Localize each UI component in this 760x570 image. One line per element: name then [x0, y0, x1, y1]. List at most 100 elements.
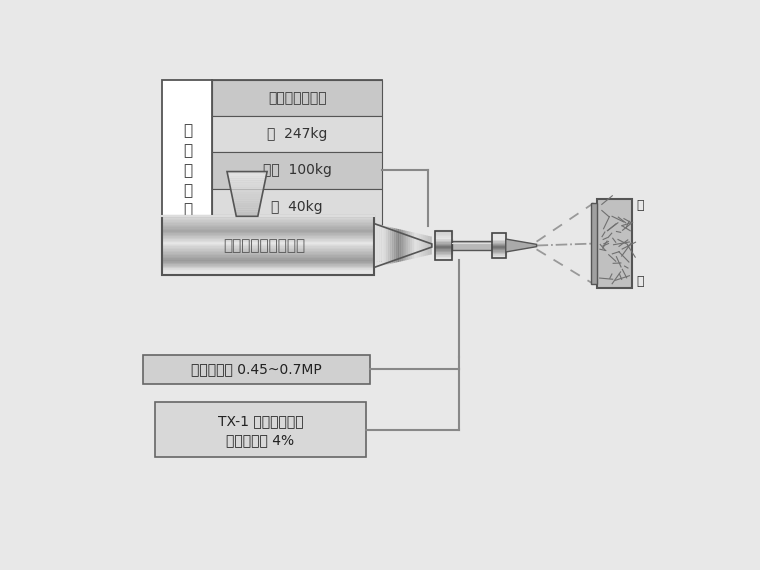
- Bar: [597, 200, 632, 288]
- Bar: [163, 242, 374, 244]
- Bar: [492, 248, 505, 250]
- Polygon shape: [385, 226, 388, 265]
- Bar: [163, 261, 374, 263]
- Bar: [435, 233, 452, 235]
- Polygon shape: [418, 234, 420, 257]
- Polygon shape: [420, 234, 423, 257]
- Text: 湿喷式混凝土喷射机: 湿喷式混凝土喷射机: [223, 238, 306, 253]
- Bar: [492, 251, 505, 253]
- Bar: [163, 216, 374, 275]
- Bar: [435, 253, 452, 254]
- Text: TX-1 型液体速凝剂: TX-1 型液体速凝剂: [217, 414, 303, 428]
- Polygon shape: [424, 235, 426, 256]
- Polygon shape: [229, 181, 265, 183]
- Bar: [435, 236, 452, 238]
- Bar: [163, 238, 374, 239]
- Polygon shape: [382, 225, 384, 266]
- Bar: [435, 231, 452, 260]
- Bar: [163, 254, 374, 256]
- Polygon shape: [407, 231, 409, 260]
- Bar: [163, 217, 374, 219]
- Bar: [212, 152, 382, 189]
- Bar: [163, 225, 374, 226]
- Polygon shape: [230, 183, 264, 185]
- Bar: [435, 230, 452, 232]
- Polygon shape: [409, 231, 410, 259]
- Bar: [163, 268, 374, 270]
- Bar: [163, 247, 374, 249]
- Polygon shape: [233, 198, 261, 201]
- Polygon shape: [236, 214, 258, 216]
- Polygon shape: [397, 229, 399, 262]
- Polygon shape: [227, 174, 267, 176]
- Polygon shape: [403, 230, 405, 261]
- Bar: [163, 241, 374, 243]
- Polygon shape: [231, 189, 264, 192]
- Bar: [492, 232, 505, 234]
- Polygon shape: [227, 172, 267, 174]
- Text: 水泥  100kg: 水泥 100kg: [263, 164, 331, 177]
- Bar: [435, 232, 452, 234]
- Bar: [452, 241, 492, 250]
- Bar: [163, 229, 374, 231]
- Bar: [435, 241, 452, 243]
- Polygon shape: [231, 192, 263, 194]
- Bar: [492, 256, 505, 258]
- Bar: [212, 225, 382, 261]
- Bar: [163, 263, 374, 264]
- Bar: [492, 240, 505, 242]
- Bar: [154, 402, 366, 457]
- Bar: [163, 251, 374, 253]
- Polygon shape: [423, 234, 424, 256]
- Bar: [435, 255, 452, 257]
- Bar: [163, 248, 374, 250]
- Bar: [492, 249, 505, 251]
- Polygon shape: [391, 227, 394, 263]
- Bar: [435, 257, 452, 259]
- Polygon shape: [233, 201, 261, 203]
- Polygon shape: [410, 232, 413, 259]
- Bar: [212, 80, 382, 116]
- Polygon shape: [232, 196, 262, 198]
- Bar: [163, 230, 374, 233]
- Bar: [163, 260, 374, 262]
- Bar: [435, 248, 452, 250]
- Polygon shape: [426, 235, 428, 255]
- Bar: [435, 258, 452, 260]
- Bar: [163, 80, 382, 261]
- Bar: [492, 233, 505, 258]
- Polygon shape: [395, 229, 397, 263]
- Polygon shape: [399, 229, 401, 262]
- Polygon shape: [235, 210, 259, 212]
- Text: 砂  247kg: 砂 247kg: [267, 127, 328, 141]
- Bar: [435, 250, 452, 251]
- Bar: [492, 237, 505, 239]
- Bar: [435, 251, 452, 253]
- Polygon shape: [401, 230, 403, 261]
- Polygon shape: [230, 185, 264, 187]
- Bar: [435, 238, 452, 239]
- Bar: [435, 254, 452, 256]
- Polygon shape: [234, 207, 260, 210]
- Bar: [435, 247, 452, 249]
- Polygon shape: [505, 239, 537, 252]
- Polygon shape: [228, 176, 266, 178]
- Bar: [492, 244, 505, 246]
- Bar: [435, 243, 452, 246]
- Bar: [492, 239, 505, 241]
- Bar: [163, 258, 374, 260]
- Polygon shape: [384, 226, 385, 265]
- Bar: [163, 237, 374, 238]
- Bar: [492, 242, 505, 244]
- Bar: [212, 116, 382, 152]
- Polygon shape: [236, 212, 258, 214]
- Bar: [163, 250, 374, 251]
- Polygon shape: [232, 194, 262, 196]
- Bar: [492, 245, 505, 247]
- Polygon shape: [388, 227, 389, 264]
- Text: 岩: 岩: [636, 199, 644, 212]
- Bar: [492, 234, 505, 235]
- Bar: [435, 235, 452, 237]
- Bar: [492, 236, 505, 238]
- Polygon shape: [389, 227, 391, 264]
